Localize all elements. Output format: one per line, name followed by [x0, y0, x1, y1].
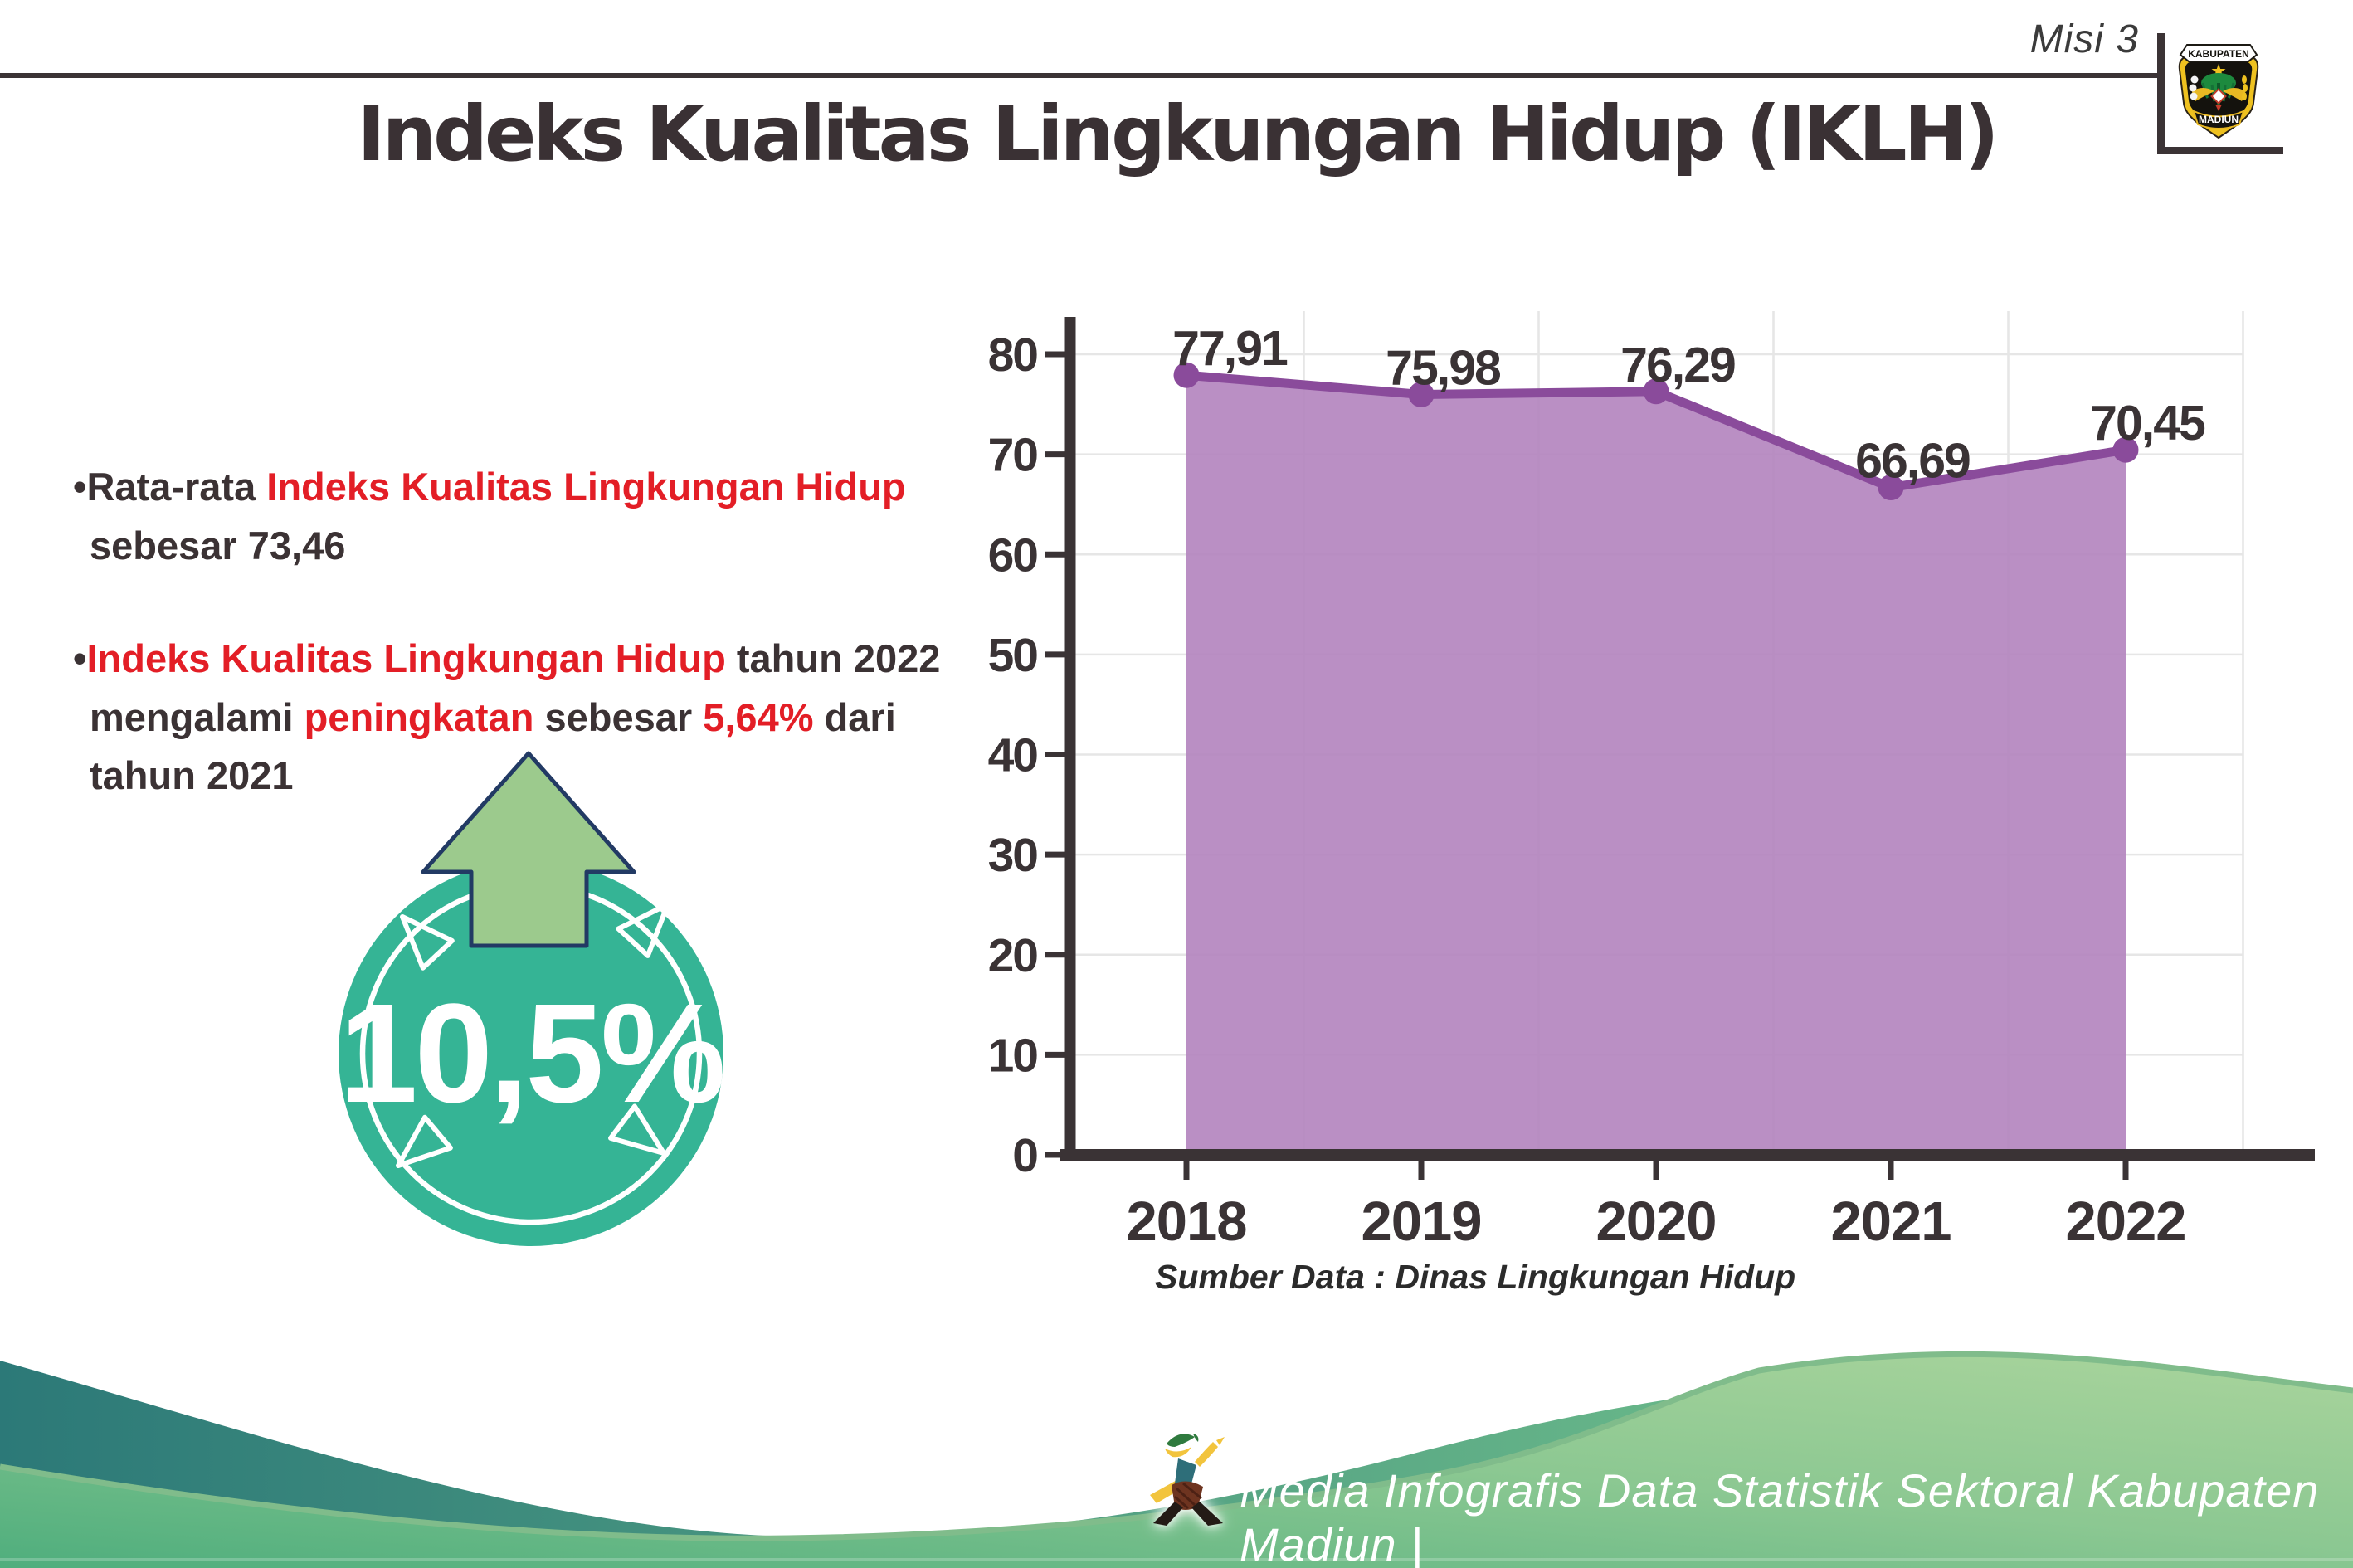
data-point-marker	[1643, 378, 1669, 405]
bullet-item: •Rata-rata Indeks Kualitas Lingkungan Hi…	[73, 458, 977, 575]
page-title: Indeks Kualitas Lingkungan Hidup (IKLH)	[357, 90, 1999, 178]
logo-top-text: KABUPATEN	[2188, 48, 2249, 60]
series-area	[1186, 375, 2126, 1155]
bullet-dot: •	[73, 636, 87, 680]
up-arrow-icon	[421, 751, 636, 948]
mascot-icon	[1150, 1434, 1225, 1526]
x-tick-label: 2018	[1126, 1191, 1246, 1253]
x-tick-label: 2019	[1361, 1191, 1481, 1253]
bullet-text-segment: Rata-rata	[86, 465, 267, 509]
footer-credit: Media Infografis Data Statistik Sektoral…	[1240, 1464, 2320, 1568]
y-tick-label: 10	[988, 1029, 1038, 1082]
annotation-bullets: •Rata-rata Indeks Kualitas Lingkungan Hi…	[73, 458, 977, 860]
data-point-label: 66,69	[1855, 434, 1970, 489]
bullet-item: •Indeks Kualitas Lingkungan Hidup tahun …	[73, 630, 977, 806]
increase-badge: 10,5%	[339, 751, 726, 1246]
bullet-text-segment: Indeks Kualitas Lingkungan Hidup	[266, 465, 906, 509]
bullet-text-segment: peningkatan	[304, 694, 534, 739]
bullet-text-segment: dari tahun 2021	[90, 694, 896, 798]
x-tick-label: 2020	[1595, 1191, 1716, 1253]
data-point-marker	[1173, 362, 1200, 388]
misi-label: Misi 3	[2029, 17, 2139, 61]
logo-bracket-vertical	[2157, 33, 2165, 154]
bullet-dot: •	[73, 465, 87, 509]
green-wave	[0, 1354, 2353, 1568]
data-point-marker	[1878, 475, 1904, 501]
bullet-text-segment: tahun 2022 mengalami	[90, 636, 941, 739]
data-point-label: 70,45	[2090, 396, 2205, 450]
bullet-text-segment: sebesar 73,46	[90, 523, 346, 567]
y-tick-label: 50	[988, 629, 1038, 682]
data-point-label: 76,29	[1620, 338, 1735, 392]
data-point-marker	[2112, 436, 2139, 463]
green-wave-edge	[0, 1351, 2353, 1541]
x-tick-label: 2021	[1830, 1191, 1951, 1253]
data-point-label: 77,91	[1172, 321, 1288, 376]
iklh-area-chart: 0 10 20 30 40 50 60 70 80 2018 2019 2020 2021 2022 77,…	[988, 311, 2315, 1253]
badge-value: 10,5%	[339, 975, 723, 1132]
y-tick-label: 40	[988, 729, 1038, 782]
bullet-text-segment: sebesar	[533, 694, 704, 739]
y-tick-label: 80	[988, 329, 1038, 382]
y-tick-label: 30	[988, 829, 1038, 882]
logo-bracket-horizontal	[2157, 147, 2283, 154]
y-tick-label: 20	[988, 929, 1038, 982]
y-tick-label: 70	[988, 429, 1038, 482]
badge-spark-triangles	[396, 902, 670, 1168]
y-tick-label: 60	[988, 528, 1038, 582]
kabupaten-madiun-logo-icon: KABUPATEN MADIUN	[2178, 44, 2259, 139]
footer-wave-decoration	[0, 1351, 2353, 1568]
data-point-marker	[1408, 381, 1435, 407]
header-rule	[0, 73, 2159, 78]
logo-bottom-text: MADIUN	[2199, 114, 2239, 125]
bullet-text-segment: 5,64%	[703, 694, 814, 739]
x-tick-label: 2022	[2065, 1191, 2185, 1253]
chart-source-note: Sumber Data : Dinas Lingkungan Hidup	[1155, 1258, 1796, 1296]
data-point-label: 75,98	[1386, 340, 1500, 395]
bullet-text-segment: Indeks Kualitas Lingkungan Hidup	[86, 636, 726, 680]
y-tick-label: 0	[1012, 1129, 1037, 1182]
